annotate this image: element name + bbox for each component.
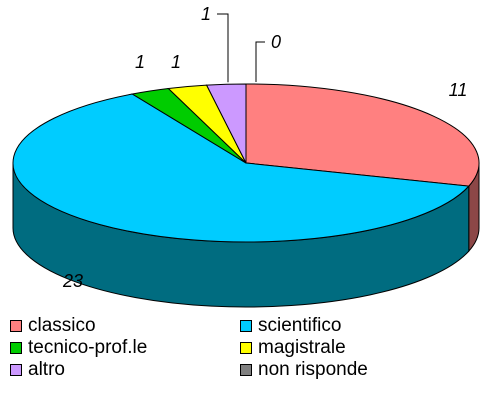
data-label-scientifico: 23: [62, 271, 83, 291]
data-label-magistrale: 1: [171, 52, 181, 72]
legend-item-magistrale: magistrale: [240, 337, 346, 358]
legend: classico scientifico tecnico-prof.le mag…: [0, 315, 481, 396]
data-label-non-risponde: 0: [271, 32, 281, 52]
legend-item-classico: classico: [10, 315, 96, 336]
legend-label-classico: classico: [28, 315, 96, 336]
legend-item-tecnico: tecnico-prof.le: [10, 337, 148, 358]
data-label-altro: 1: [201, 4, 211, 24]
legend-swatch-classico: [10, 320, 22, 332]
legend-swatch-tecnico: [10, 342, 22, 354]
legend-swatch-scientifico: [240, 320, 252, 332]
legend-label-tecnico: tecnico-prof.le: [28, 337, 148, 358]
pie-slices: [12, 83, 480, 243]
legend-label-altro: altro: [28, 359, 65, 380]
data-label-classico: 11: [449, 80, 468, 100]
leader-line-altro: [217, 13, 229, 83]
pie-slice-classico: [245, 83, 480, 187]
legend-item-scientifico: scientifico: [240, 315, 342, 336]
data-label-tecnico-prof-le: 1: [135, 52, 145, 72]
leader-line-non-risponde: [255, 41, 265, 82]
legend-swatch-non-risponde: [240, 364, 252, 376]
legend-label-non-risponde: non risponde: [258, 359, 368, 380]
legend-swatch-magistrale: [240, 342, 252, 354]
legend-item-altro: altro: [10, 359, 65, 380]
legend-swatch-altro: [10, 364, 22, 376]
legend-label-scientifico: scientifico: [258, 315, 342, 336]
leader-lines: [217, 13, 265, 83]
legend-item-non-risponde: non risponde: [240, 359, 368, 380]
pie-slice-scientifico: [12, 93, 470, 243]
legend-label-magistrale: magistrale: [258, 337, 346, 358]
